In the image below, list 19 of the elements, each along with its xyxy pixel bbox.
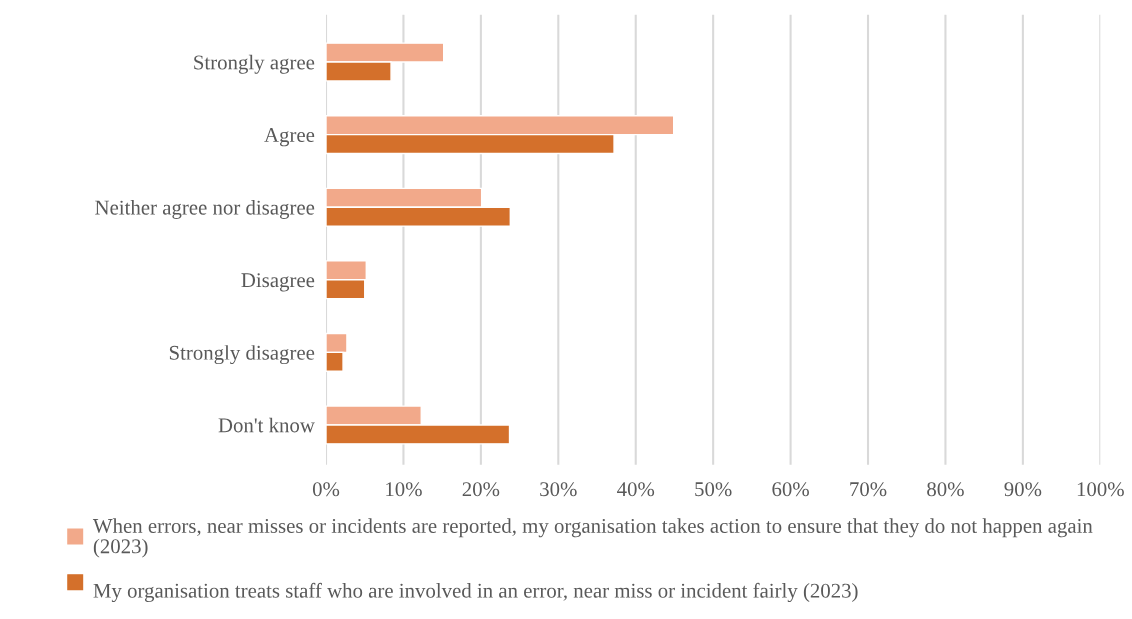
x-tick-label: 10% <box>386 482 422 497</box>
x-tick-label: 90% <box>1004 482 1042 497</box>
y-tick-label: Don't know <box>218 417 315 433</box>
x-tick-label: 20% <box>462 482 500 497</box>
legend-label: When errors, near misses or incidents are reported, my organisation takes action to ensure that they do not happen again (2023) <box>92 518 1093 558</box>
x-tick-label: 40% <box>617 482 655 497</box>
y-tick-label: Neither agree nor disagree <box>95 199 315 219</box>
y-tick-label: Strongly agree <box>194 54 315 74</box>
x-tick-label: 70% <box>850 482 887 497</box>
x-tick-label: 0% <box>312 482 340 497</box>
x-tick-label: 100% <box>1077 482 1124 497</box>
y-tick-label: Strongly disagree <box>169 345 315 365</box>
x-tick-label: 80% <box>927 482 964 497</box>
x-tick-label: 30% <box>540 482 577 497</box>
x-tick-label: 60% <box>772 482 809 497</box>
y-tick-label: Agree <box>264 128 315 147</box>
y-tick-label: Disagree <box>241 273 315 292</box>
legend-label: My organisation treats staff who are involved in an error, near miss or incident fairly (2023) <box>93 582 858 603</box>
x-tick-label: 50% <box>695 482 732 497</box>
